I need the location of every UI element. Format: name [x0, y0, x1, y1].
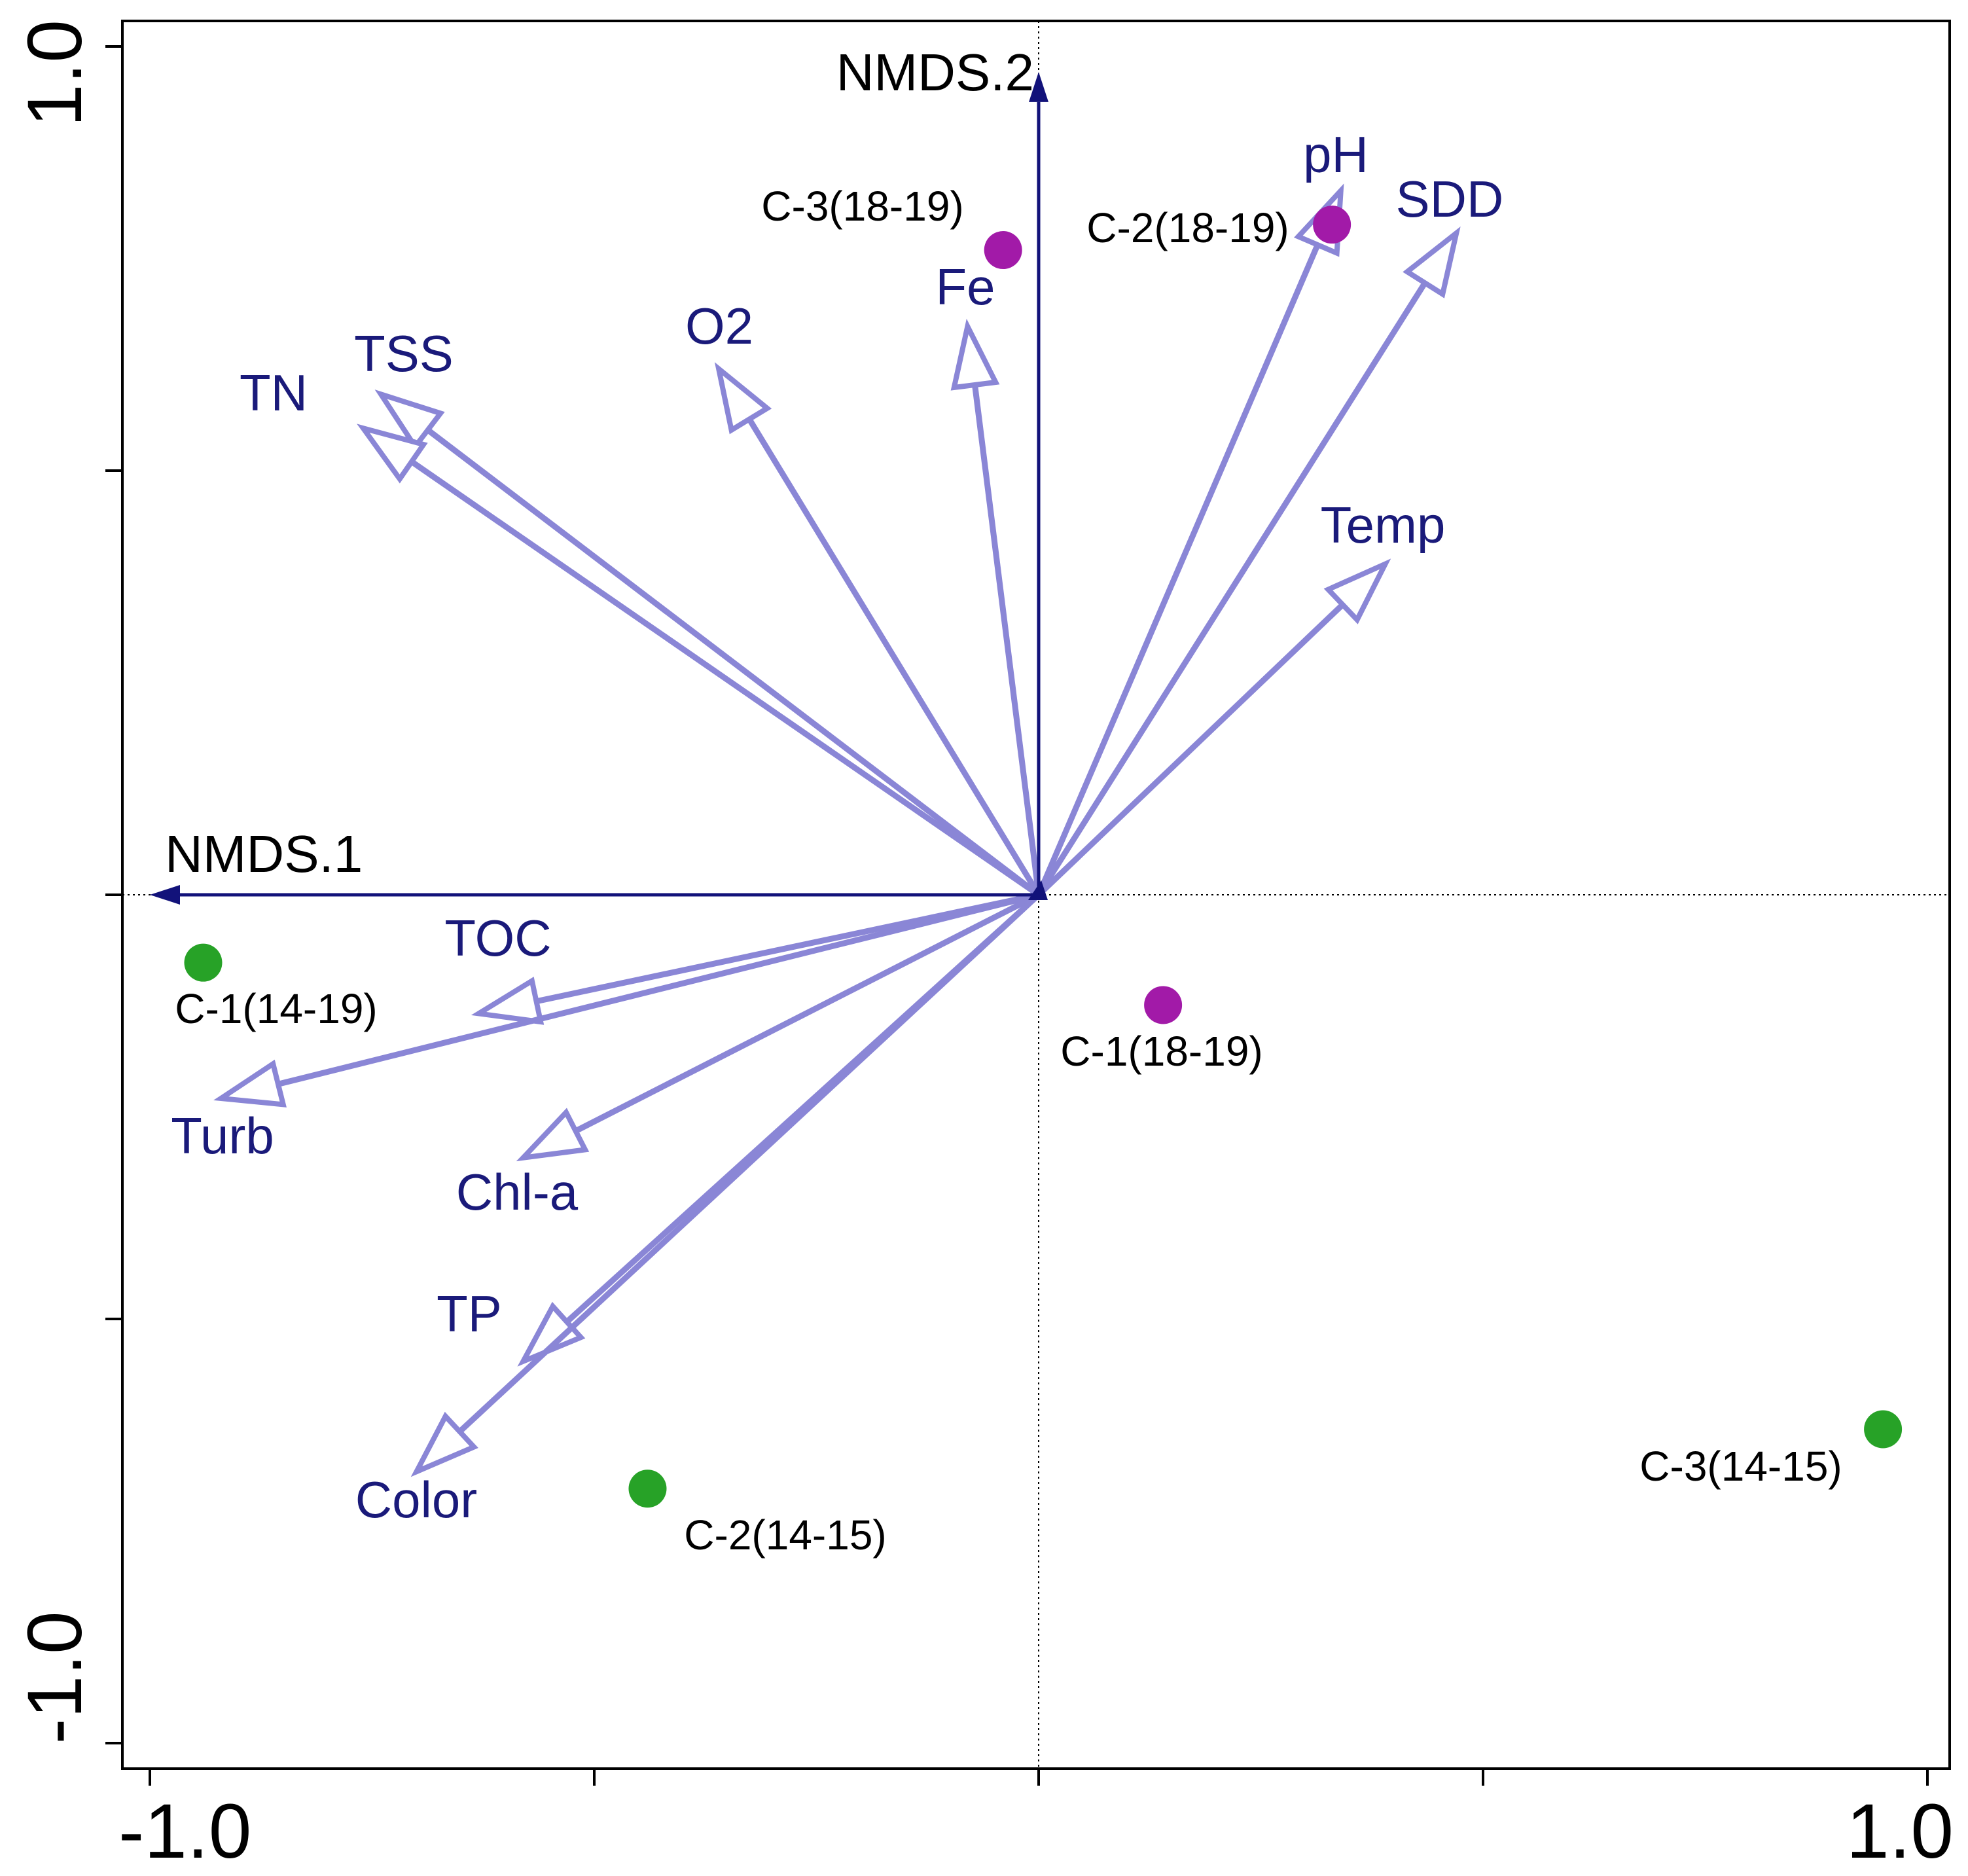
x-tick-label: 1.0: [1846, 1788, 1954, 1875]
site-point-c-2-14-15: [628, 1470, 667, 1508]
vector-line-ph: [1035, 242, 1321, 898]
nmds-axis-vectors: [150, 71, 1048, 905]
vector-label-turb: Turb: [171, 1107, 274, 1164]
site-point-c-1-14-19: [184, 943, 223, 982]
y-tick-label: 1.0: [12, 20, 98, 127]
site-points: [184, 206, 1903, 1508]
vector-arrowhead-chl-a: [516, 1108, 590, 1162]
vector-arrowhead-toc: [471, 977, 545, 1025]
vector-line-chl-a: [573, 892, 1042, 1134]
vector-line-fe: [972, 382, 1042, 898]
origin-marker: [1028, 880, 1048, 900]
site-label-c-2-14-15: C-2(14-15): [684, 1511, 886, 1559]
text-labels: -1.0 1.0 1.0 -1.0 pH SDD Fe O2 TSS TN Temp TOC Turb C…: [12, 20, 1954, 1875]
site-label-c-1-14-19: C-1(14-19): [175, 985, 377, 1032]
vector-label-tp: TP: [437, 1285, 502, 1343]
vector-line-o2: [746, 416, 1042, 898]
vector-line-tss: [425, 427, 1042, 898]
vector-label-ph: pH: [1303, 126, 1369, 183]
vector-label-sdd: SDD: [1396, 170, 1504, 228]
vector-line-turb: [275, 892, 1042, 1087]
environmental-vectors: [213, 183, 1461, 1477]
site-label-c-1-18-19: C-1(18-19): [1060, 1028, 1262, 1075]
vector-arrowhead-turb: [213, 1059, 287, 1108]
vector-label-chl-a: Chl-a: [456, 1163, 579, 1221]
axis-vector-label-nmds-2: NMDS.2: [836, 43, 1034, 101]
vector-arrowhead-sdd: [1403, 226, 1461, 298]
vector-label-fe: Fe: [935, 258, 995, 316]
vector-line-toc: [533, 892, 1042, 1005]
vector-arrowhead-tss: [374, 389, 445, 452]
vector-line-color: [456, 892, 1042, 1435]
vector-label-o2: O2: [685, 297, 753, 355]
vector-arrowhead-color: [410, 1411, 478, 1477]
site-label-c-3-18-19: C-3(18-19): [761, 183, 963, 230]
y-tick-label: -1.0: [12, 1611, 98, 1744]
axis-vector-head-nmds-2: [1029, 71, 1048, 102]
site-label-c-3-14-15: C-3(14-15): [1639, 1443, 1842, 1490]
vector-label-temp: Temp: [1321, 496, 1446, 554]
site-point-c-2-18-19: [1313, 206, 1351, 244]
vector-label-color: Color: [355, 1471, 477, 1528]
axis-vector-head-nmds-1: [150, 885, 180, 905]
site-point-c-3-14-15: [1864, 1410, 1903, 1449]
vector-line-temp: [1035, 602, 1346, 898]
vector-arrowhead-temp: [1323, 558, 1391, 624]
vector-label-tn: TN: [240, 364, 308, 422]
vector-label-toc: TOC: [444, 909, 551, 967]
vector-arrowhead-tn: [357, 424, 428, 484]
site-point-c-3-18-19: [984, 231, 1022, 270]
tick-marks: [105, 45, 1929, 1786]
vector-line-sdd: [1035, 280, 1428, 898]
site-point-c-1-18-19: [1144, 986, 1183, 1024]
axis-vector-label-nmds-1: NMDS.1: [165, 825, 363, 883]
vector-arrowhead-o2: [714, 362, 772, 435]
vector-label-tss: TSS: [354, 325, 454, 382]
site-label-c-2-18-19: C-2(18-19): [1086, 204, 1289, 251]
x-tick-label: -1.0: [118, 1788, 251, 1875]
vector-line-tn: [408, 458, 1042, 898]
vector-arrowhead-fe: [950, 318, 1000, 391]
